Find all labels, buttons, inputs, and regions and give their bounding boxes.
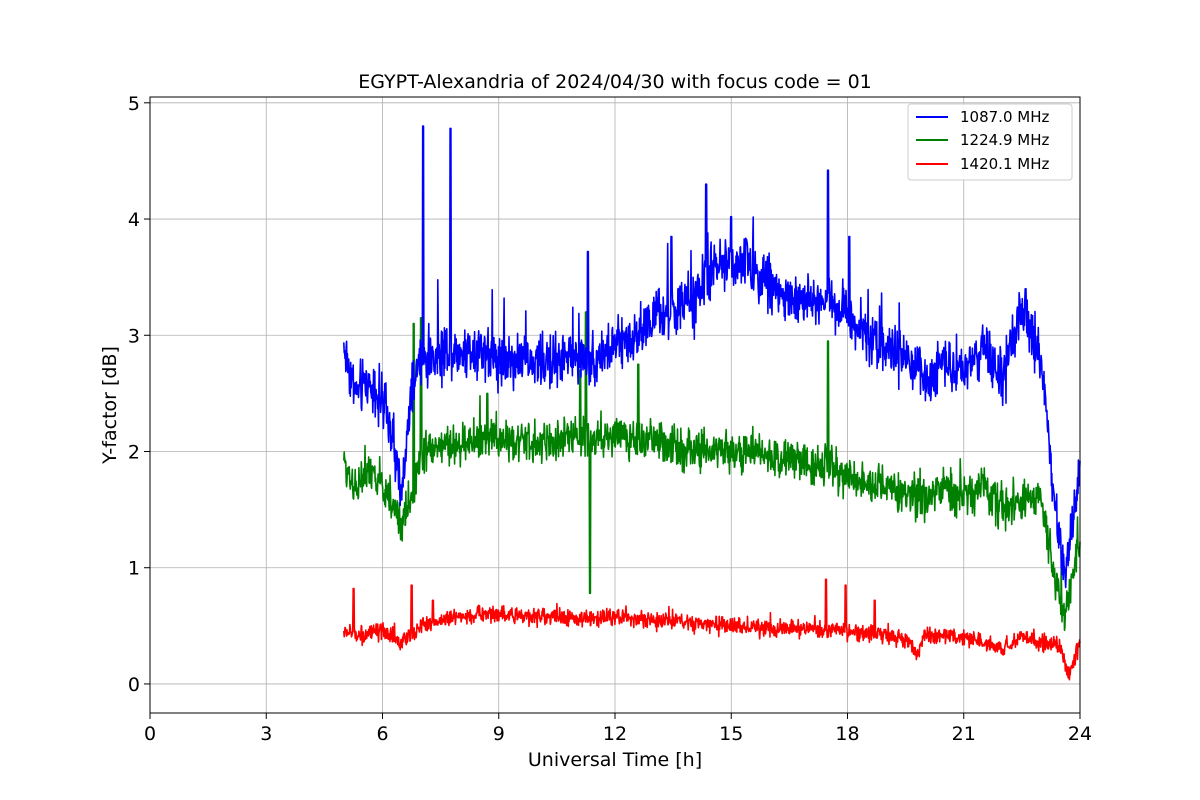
y-tick-label: 5: [128, 93, 140, 115]
chart-title: EGYPT-Alexandria of 2024/04/30 with focu…: [358, 71, 872, 93]
x-tick-label: 9: [493, 723, 505, 745]
x-tick-label: 12: [603, 723, 627, 745]
series-layer: [343, 125, 1081, 681]
x-tick-label: 0: [144, 723, 156, 745]
series-line-1224: [343, 311, 1081, 632]
x-tick-label: 6: [376, 723, 388, 745]
series-line-1420: [343, 578, 1081, 681]
y-tick-label: 1: [128, 558, 140, 580]
y-axis-label: Y-factor [dB]: [99, 346, 121, 465]
legend-label-1087: 1087.0 MHz: [960, 108, 1049, 126]
legend: 1087.0 MHz 1224.9 MHz 1420.1 MHz: [907, 103, 1073, 181]
x-tick-label: 24: [1068, 723, 1092, 745]
x-tick-label: 18: [835, 723, 859, 745]
y-tick-label: 3: [128, 325, 140, 347]
y-tick-label: 4: [128, 209, 140, 231]
x-tick-label: 21: [952, 723, 976, 745]
legend-label-1420: 1420.1 MHz: [960, 155, 1049, 173]
y-tick-label: 2: [128, 441, 140, 463]
x-tick-label: 15: [719, 723, 743, 745]
y-tick-label: 0: [128, 674, 140, 696]
series-line-1087: [343, 125, 1081, 589]
x-axis-label: Universal Time [h]: [528, 749, 702, 771]
legend-label-1224: 1224.9 MHz: [960, 131, 1049, 149]
x-tick-label: 3: [260, 723, 272, 745]
legend-box: [907, 103, 1073, 181]
